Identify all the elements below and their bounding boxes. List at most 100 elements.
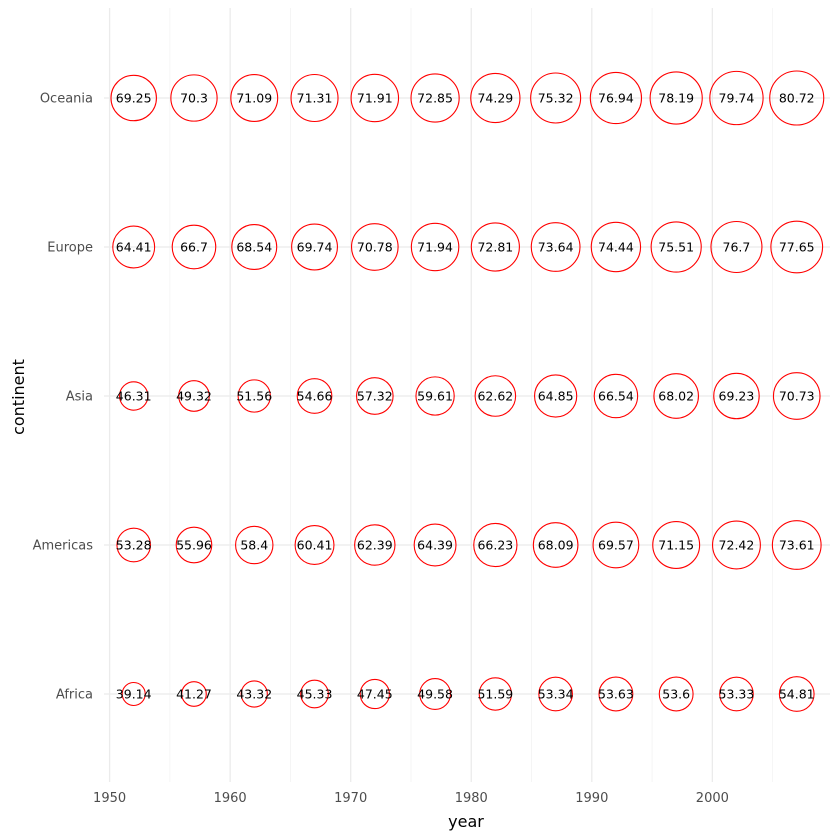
bubble-marker bbox=[419, 678, 452, 710]
bubble-label: 47.45 bbox=[357, 687, 393, 702]
y-tick-label: Oceania bbox=[40, 92, 93, 107]
bubble-label: 62.39 bbox=[357, 538, 393, 553]
bubble-label: 75.51 bbox=[658, 240, 694, 255]
bubble-label: 64.39 bbox=[417, 538, 453, 553]
bubble-marker bbox=[530, 222, 581, 272]
y-axis-title: continent bbox=[9, 359, 28, 435]
bubble-label: 68.02 bbox=[658, 389, 694, 404]
bubble-label: 70.78 bbox=[357, 240, 393, 255]
bubble-label: 74.44 bbox=[598, 240, 634, 255]
bubble-marker bbox=[589, 71, 643, 125]
bubble-label: 57.32 bbox=[357, 389, 393, 404]
bubble-marker bbox=[359, 678, 390, 710]
bubble-marker bbox=[354, 524, 396, 566]
data-points: 39.14 41.27 43.32 45.33 47.45 49.58 51.59 53.34… bbox=[110, 70, 825, 712]
bubble-marker bbox=[231, 223, 278, 271]
bubble-marker bbox=[769, 70, 825, 126]
bubble-label: 70.3 bbox=[180, 91, 208, 106]
bubble-label: 70.73 bbox=[779, 389, 815, 404]
bubble-label: 43.32 bbox=[236, 687, 272, 702]
bubble-marker bbox=[240, 680, 268, 708]
bubble-marker bbox=[470, 222, 520, 272]
bubble-marker bbox=[355, 377, 394, 415]
bubble-label: 53.33 bbox=[719, 687, 755, 702]
bubble-label: 54.81 bbox=[779, 687, 815, 702]
bubble-marker bbox=[415, 376, 455, 416]
x-tick-label: 1970 bbox=[334, 791, 367, 806]
bubble-label: 78.19 bbox=[658, 91, 694, 106]
bubble-label: 66.7 bbox=[180, 240, 208, 255]
bubble-label: 73.64 bbox=[538, 240, 574, 255]
bubble-marker bbox=[709, 70, 764, 126]
bubble-label: 73.61 bbox=[779, 538, 815, 553]
bubble-label: 59.61 bbox=[417, 389, 453, 404]
bubble-marker bbox=[350, 73, 400, 123]
bubble-marker bbox=[175, 526, 213, 564]
bubble-marker bbox=[116, 527, 152, 563]
bubble-marker bbox=[650, 221, 702, 273]
bubble-label: 53.6 bbox=[662, 687, 690, 702]
bubble-marker bbox=[294, 525, 335, 565]
y-tick-label: Americas bbox=[33, 539, 94, 554]
bubble-label: 58.4 bbox=[240, 538, 268, 553]
bubble-label: 71.91 bbox=[357, 91, 393, 106]
x-axis-ticks: 1950 1960 1970 1980 1990 2000 bbox=[93, 791, 729, 806]
y-tick-label: Europe bbox=[47, 241, 93, 256]
bubble-label: 71.31 bbox=[297, 91, 333, 106]
bubble-marker bbox=[171, 224, 217, 270]
bubble-label: 54.66 bbox=[297, 389, 333, 404]
bubble-marker bbox=[350, 223, 399, 271]
bubble-label: 69.23 bbox=[719, 389, 755, 404]
bubble-marker bbox=[593, 373, 639, 419]
bubble-label: 60.41 bbox=[297, 538, 333, 553]
bubble-label: 69.57 bbox=[598, 538, 634, 553]
x-tick-label: 2000 bbox=[696, 791, 729, 806]
bubble-label: 64.85 bbox=[538, 389, 574, 404]
bubble-label: 72.42 bbox=[719, 538, 755, 553]
bubble-label: 53.63 bbox=[598, 687, 634, 702]
bubble-label: 80.72 bbox=[779, 91, 815, 106]
bubble-label: 79.74 bbox=[719, 91, 755, 106]
bubble-label: 53.34 bbox=[538, 687, 574, 702]
bubble-marker bbox=[410, 73, 460, 123]
y-tick-label: Africa bbox=[56, 688, 93, 703]
y-axis-ticks: Africa Americas Asia Europe Oceania bbox=[33, 92, 94, 703]
x-tick-label: 1990 bbox=[575, 791, 608, 806]
bubble-marker bbox=[230, 74, 279, 122]
bubble-label: 68.09 bbox=[538, 538, 574, 553]
bubble-label: 76.7 bbox=[723, 240, 751, 255]
bubble-label: 71.15 bbox=[658, 538, 694, 553]
bubble-marker bbox=[296, 378, 333, 414]
bubble-marker bbox=[410, 222, 460, 272]
bubble-marker bbox=[473, 522, 518, 568]
bubble-marker bbox=[710, 220, 763, 274]
bubble-label: 66.54 bbox=[598, 389, 634, 404]
bubble-label: 76.94 bbox=[598, 91, 634, 106]
bubble-label: 49.32 bbox=[176, 389, 212, 404]
bubble-marker bbox=[237, 379, 271, 413]
bubble-label: 41.27 bbox=[176, 687, 212, 702]
bubble-marker bbox=[652, 521, 701, 569]
bubble-label: 66.23 bbox=[477, 538, 513, 553]
bubble-marker bbox=[178, 380, 210, 412]
bubble-label: 69.74 bbox=[297, 240, 333, 255]
bubble-marker bbox=[712, 520, 761, 570]
bubble-marker bbox=[290, 73, 339, 123]
x-axis-title: year bbox=[448, 812, 484, 831]
bubble-label: 46.31 bbox=[116, 389, 152, 404]
bubble-marker bbox=[413, 523, 457, 567]
grid-lines bbox=[104, 8, 830, 782]
bubble-label: 45.33 bbox=[297, 687, 333, 702]
bubble-marker bbox=[110, 74, 157, 122]
bubble-label: 75.32 bbox=[538, 91, 574, 106]
bubble-marker bbox=[478, 677, 513, 711]
bubble-marker bbox=[713, 372, 760, 420]
bubble-marker bbox=[291, 223, 338, 271]
bubble-marker bbox=[118, 381, 149, 411]
bubble-marker bbox=[658, 676, 694, 712]
bubble-marker bbox=[300, 679, 329, 709]
bubble-label: 74.29 bbox=[477, 91, 513, 106]
bubble-label: 72.85 bbox=[417, 91, 453, 106]
bubble-label: 71.09 bbox=[236, 91, 272, 106]
